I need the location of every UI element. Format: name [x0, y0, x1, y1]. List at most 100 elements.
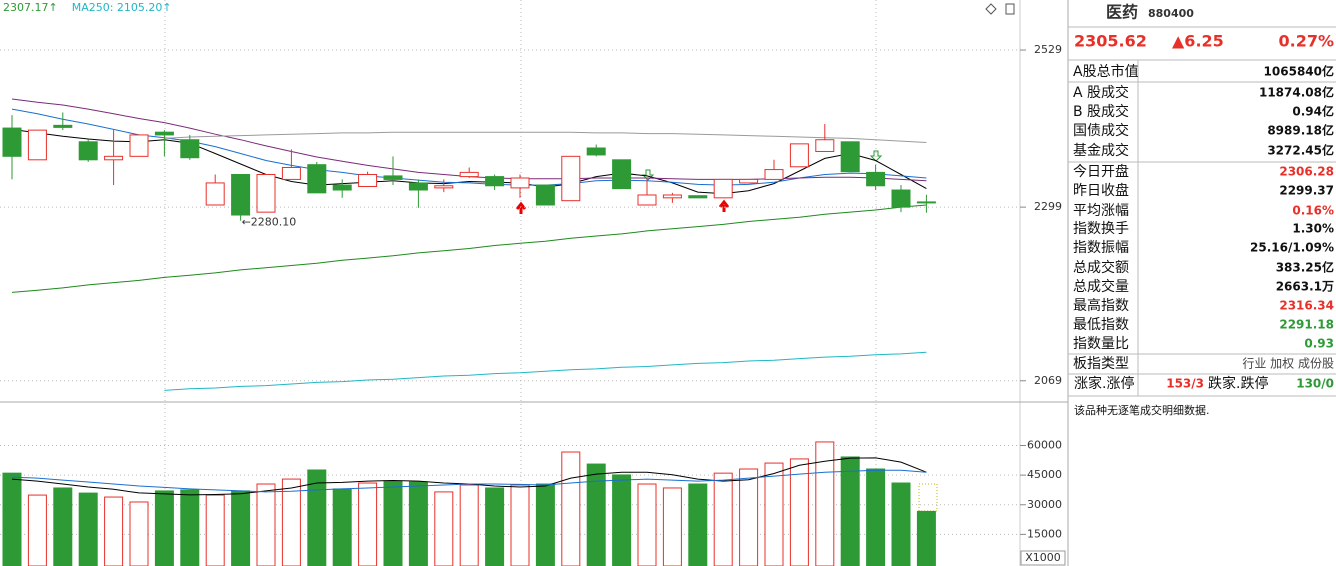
row-label: 国债成交: [1073, 122, 1129, 139]
candle-body: [205, 182, 225, 206]
diamond-button[interactable]: [985, 3, 997, 15]
buy-signal: [515, 201, 527, 214]
candle-body: [408, 182, 428, 191]
volume-bar: [180, 489, 200, 566]
candle-body: [586, 147, 606, 156]
legend-entry: MA250: 2105.20↑: [72, 1, 172, 14]
candle-body: [713, 178, 733, 199]
candle-body: [637, 194, 657, 206]
candle-body: [281, 166, 301, 180]
row-label: 板指类型: [1073, 356, 1129, 372]
candle-body: [104, 155, 124, 161]
last-price: 2305.62: [1074, 32, 1147, 51]
candle-body: [434, 185, 454, 189]
row-label: 指数振幅: [1073, 240, 1129, 256]
candle-body: [815, 139, 835, 152]
legend-entry: 2307.17↑: [3, 1, 58, 14]
volume-bar: [688, 483, 708, 566]
volume-bar: [332, 488, 352, 566]
ma-line: [11, 469, 927, 493]
price-change: ▲6.25: [1172, 32, 1224, 51]
candle-body: [307, 164, 327, 194]
row-label: 昨日收盘: [1073, 182, 1129, 199]
volume-bar: [129, 501, 149, 566]
volume-bar: [281, 478, 301, 566]
volume-bar: [408, 481, 428, 566]
volume-bar: [154, 490, 174, 566]
candle-body: [129, 134, 149, 157]
volume-bar: [840, 456, 860, 566]
pct-change: 0.27%: [1278, 32, 1334, 51]
candle-body: [840, 141, 860, 173]
ma-line: [164, 351, 927, 391]
y-tick-label: 60000: [1027, 439, 1062, 452]
row-label: 指数量比: [1073, 336, 1129, 352]
low-annotation: ←2280.10: [242, 216, 297, 229]
ma-line: [11, 204, 927, 293]
note: 该品种无逐笔成交明细数据.: [1074, 403, 1210, 417]
candle-body: [358, 173, 378, 187]
unit-box: [1020, 550, 1066, 566]
down-label: 跌家.跌停: [1208, 375, 1268, 392]
volume-bar: [586, 463, 606, 566]
candle-body: [485, 176, 505, 187]
row-value: 2306.28: [1279, 165, 1334, 179]
y-tick-label: 2529: [1034, 43, 1062, 56]
volume-bar: [104, 496, 124, 566]
sell-signal: [641, 169, 655, 181]
y-tick-label: 30000: [1027, 498, 1062, 511]
up-label: 涨家.涨停: [1074, 375, 1134, 392]
candle-body: [53, 124, 73, 128]
volume-bar: [434, 491, 454, 566]
volume-bar: [713, 472, 733, 566]
volume-bar: [78, 492, 98, 566]
volume-bar: [891, 482, 911, 566]
volume-bar: [358, 482, 378, 566]
candle-body: [180, 139, 200, 159]
volume-bar: [764, 462, 784, 566]
volume-bar: [27, 494, 47, 566]
candle-body: [27, 129, 47, 161]
candle-body: [459, 171, 479, 178]
ma-line: [164, 131, 927, 143]
volume-bar: [485, 487, 505, 566]
window-button[interactable]: [1005, 3, 1015, 15]
volume-bar: [561, 451, 581, 566]
volume-bar: [916, 510, 936, 566]
volume-bar: [866, 468, 886, 566]
row-value: 11874.08亿: [1259, 85, 1334, 100]
row-label: B 股成交: [1073, 103, 1129, 120]
y-tick-label: 2299: [1034, 200, 1062, 213]
candle-body: [383, 175, 403, 180]
candle-body: [2, 127, 22, 157]
row-value: 8989.18亿: [1267, 123, 1334, 138]
candle-body: [764, 169, 784, 180]
volume-bar: [383, 480, 403, 566]
row-value: 2663.1万: [1276, 280, 1334, 294]
volume-bar: [231, 490, 251, 566]
row-value: 2316.34: [1279, 299, 1334, 313]
candle-body: [662, 194, 682, 199]
candle-body: [78, 141, 98, 161]
row-value: 2291.18: [1279, 318, 1334, 332]
volume-bar: [459, 484, 479, 566]
volume-bar: [205, 494, 225, 566]
panel-lines: [1068, 26, 1336, 397]
row-label: 平均涨幅: [1073, 203, 1129, 219]
volume-bar: [637, 483, 657, 566]
volume-bar: [256, 483, 276, 566]
down-value: 130/0: [1296, 377, 1334, 391]
row-value: 383.25亿: [1276, 260, 1334, 275]
candle-body: [866, 171, 886, 187]
volume-bar: [535, 483, 555, 566]
candle-body: [535, 184, 555, 206]
volume-bar: [739, 468, 759, 566]
candle-body: [256, 173, 276, 213]
sell-signal: [869, 150, 883, 162]
volume-bar: [662, 487, 682, 566]
y-tick-label: 15000: [1027, 527, 1062, 540]
candle-body: [332, 184, 352, 191]
candle-body: [688, 195, 708, 199]
y-tick-label: 2069: [1034, 374, 1062, 387]
